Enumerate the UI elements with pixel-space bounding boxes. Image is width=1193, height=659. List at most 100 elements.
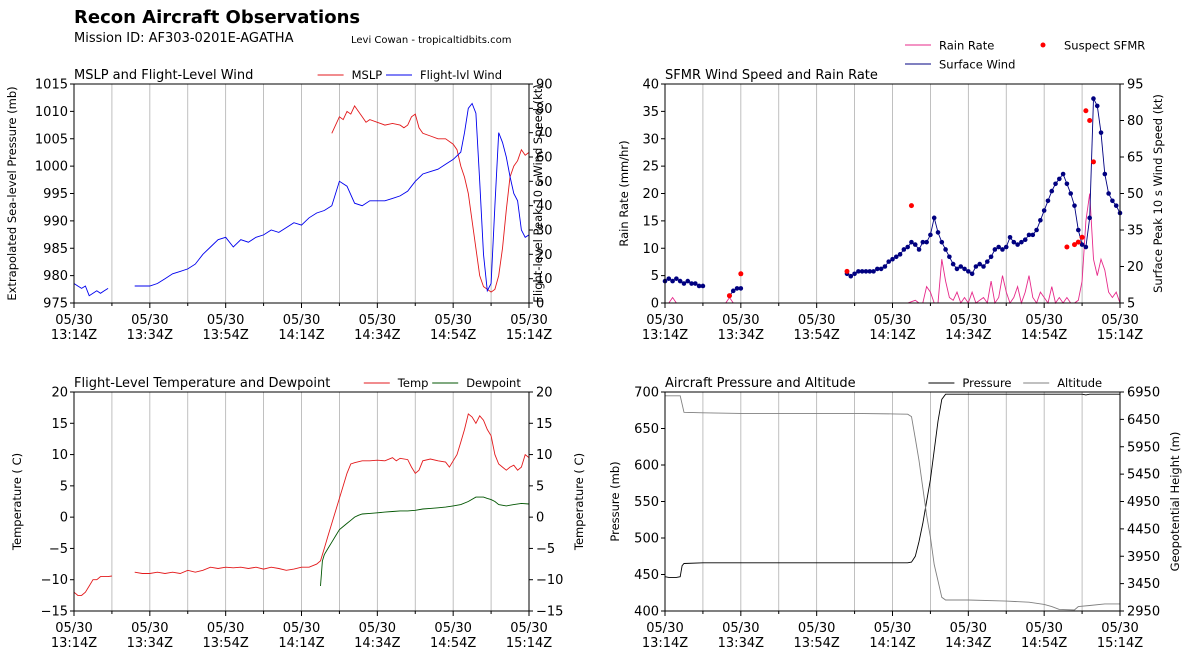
page-title: Recon Aircraft Observations	[74, 7, 361, 28]
x-tick-time: 14:54Z	[430, 636, 476, 651]
y2-tick-label: 2950	[1127, 605, 1160, 620]
x-tick-time: 13:14Z	[51, 636, 97, 651]
x-tick-date: 05/30	[1101, 621, 1138, 636]
suspect-point	[738, 271, 744, 277]
y-tick-label: 650	[634, 422, 659, 437]
y-tick-label: 990	[43, 214, 68, 229]
x-tick-time: 14:54Z	[1021, 636, 1067, 651]
x-tick-date: 05/30	[950, 621, 987, 636]
x-tick-time: 14:34Z	[354, 636, 400, 651]
legend-label: Rain Rate	[939, 39, 994, 53]
y-tick-label: 600	[634, 459, 659, 474]
x-tick-time: 13:54Z	[202, 328, 248, 343]
series-point	[700, 283, 706, 289]
series-point	[916, 247, 922, 252]
y2-tick-label: 5950	[1127, 440, 1160, 455]
y-tick-label: 5	[651, 269, 659, 284]
x-tick-time: 13:14Z	[51, 328, 97, 343]
y2-tick-label: 6950	[1127, 386, 1160, 401]
series-point	[973, 264, 979, 269]
series-point	[992, 247, 998, 252]
legend-label: Surface Wind	[939, 58, 1015, 72]
series-point	[928, 232, 933, 238]
series-point	[939, 239, 945, 245]
y-tick-label: −5	[49, 542, 68, 557]
x-tick-time: 14:34Z	[945, 328, 991, 343]
legend-label: Altitude	[1057, 376, 1102, 390]
suspect-point	[844, 268, 850, 274]
series-point	[969, 271, 975, 277]
series-point	[1030, 232, 1036, 238]
x-tick-date: 05/30	[359, 313, 396, 328]
x-tick-date: 05/30	[55, 313, 92, 328]
series-point	[863, 269, 869, 274]
y-tick-label: 0	[60, 511, 68, 526]
x-tick-date: 05/30	[434, 621, 471, 636]
series-point	[962, 266, 967, 272]
x-tick-time: 14:14Z	[869, 636, 915, 651]
y-tick-label: 35	[642, 105, 659, 120]
x-tick-time: 13:14Z	[642, 636, 688, 651]
legend-label: MSLP	[352, 68, 383, 82]
series-line-1	[134, 413, 530, 574]
series-point	[677, 278, 683, 284]
y-tick-label: 1000	[35, 160, 68, 175]
y2-tick-label: 35	[1127, 224, 1144, 239]
series-point	[1053, 181, 1058, 187]
x-tick-date: 05/30	[950, 313, 987, 328]
y-tick-label: 20	[642, 187, 659, 202]
y2-tick-label: 5450	[1127, 468, 1160, 483]
series-point	[977, 261, 983, 267]
series-line-1	[331, 104, 530, 293]
series-line-2	[320, 496, 530, 587]
x-tick-time: 14:14Z	[278, 636, 324, 651]
series-line-2	[846, 96, 1121, 277]
suspect-point	[908, 203, 914, 209]
chart-title: Flight-Level Temperature and Dewpoint	[74, 376, 330, 391]
series-point	[1045, 198, 1051, 204]
y2-tick-label: 20	[536, 386, 553, 401]
series-point	[912, 242, 918, 247]
y2-axis-label: Temperature ( C)	[572, 453, 586, 551]
y2-tick-label: 60	[536, 151, 553, 166]
suspect-point	[1083, 108, 1089, 114]
series-point	[693, 281, 698, 286]
series-point	[931, 215, 937, 221]
y-tick-label: 975	[43, 297, 68, 312]
series-point	[1041, 208, 1047, 213]
series-point	[1011, 239, 1017, 245]
series-point	[685, 278, 691, 284]
series-point	[852, 271, 857, 277]
series-line-1	[73, 575, 112, 596]
y-tick-label: −10	[41, 573, 68, 588]
x-tick-date: 05/30	[55, 621, 92, 636]
legend-label: Flight-lvl Wind	[420, 68, 502, 82]
x-tick-date: 05/30	[359, 621, 396, 636]
series-point	[1064, 181, 1070, 187]
series-point	[871, 269, 876, 274]
y2-tick-label: 80	[536, 102, 553, 117]
y-tick-label: 10	[51, 448, 68, 463]
x-tick-time: 14:54Z	[430, 328, 476, 343]
y2-tick-label: 6450	[1127, 413, 1160, 428]
series-point	[856, 269, 861, 274]
series-point	[859, 269, 865, 274]
chart-title: MSLP and Flight-Level Wind	[74, 68, 253, 83]
credit-text: Levi Cowan - tropicaltidbits.com	[351, 35, 512, 46]
x-tick-date: 05/30	[131, 313, 168, 328]
series-point	[1087, 215, 1092, 221]
x-tick-time: 13:34Z	[718, 636, 764, 651]
x-tick-time: 14:34Z	[945, 636, 991, 651]
series-point	[1007, 235, 1013, 240]
y-tick-label: 985	[43, 242, 68, 257]
y-tick-label: 15	[51, 417, 68, 432]
series-point	[1106, 191, 1111, 196]
x-tick-time: 14:54Z	[1021, 328, 1067, 343]
y2-tick-label: −10	[536, 573, 563, 588]
x-tick-date: 05/30	[646, 313, 683, 328]
x-tick-date: 05/30	[283, 313, 320, 328]
y-tick-label: 500	[634, 532, 659, 547]
y-tick-label: 1015	[35, 78, 68, 93]
x-tick-time: 14:14Z	[278, 328, 324, 343]
